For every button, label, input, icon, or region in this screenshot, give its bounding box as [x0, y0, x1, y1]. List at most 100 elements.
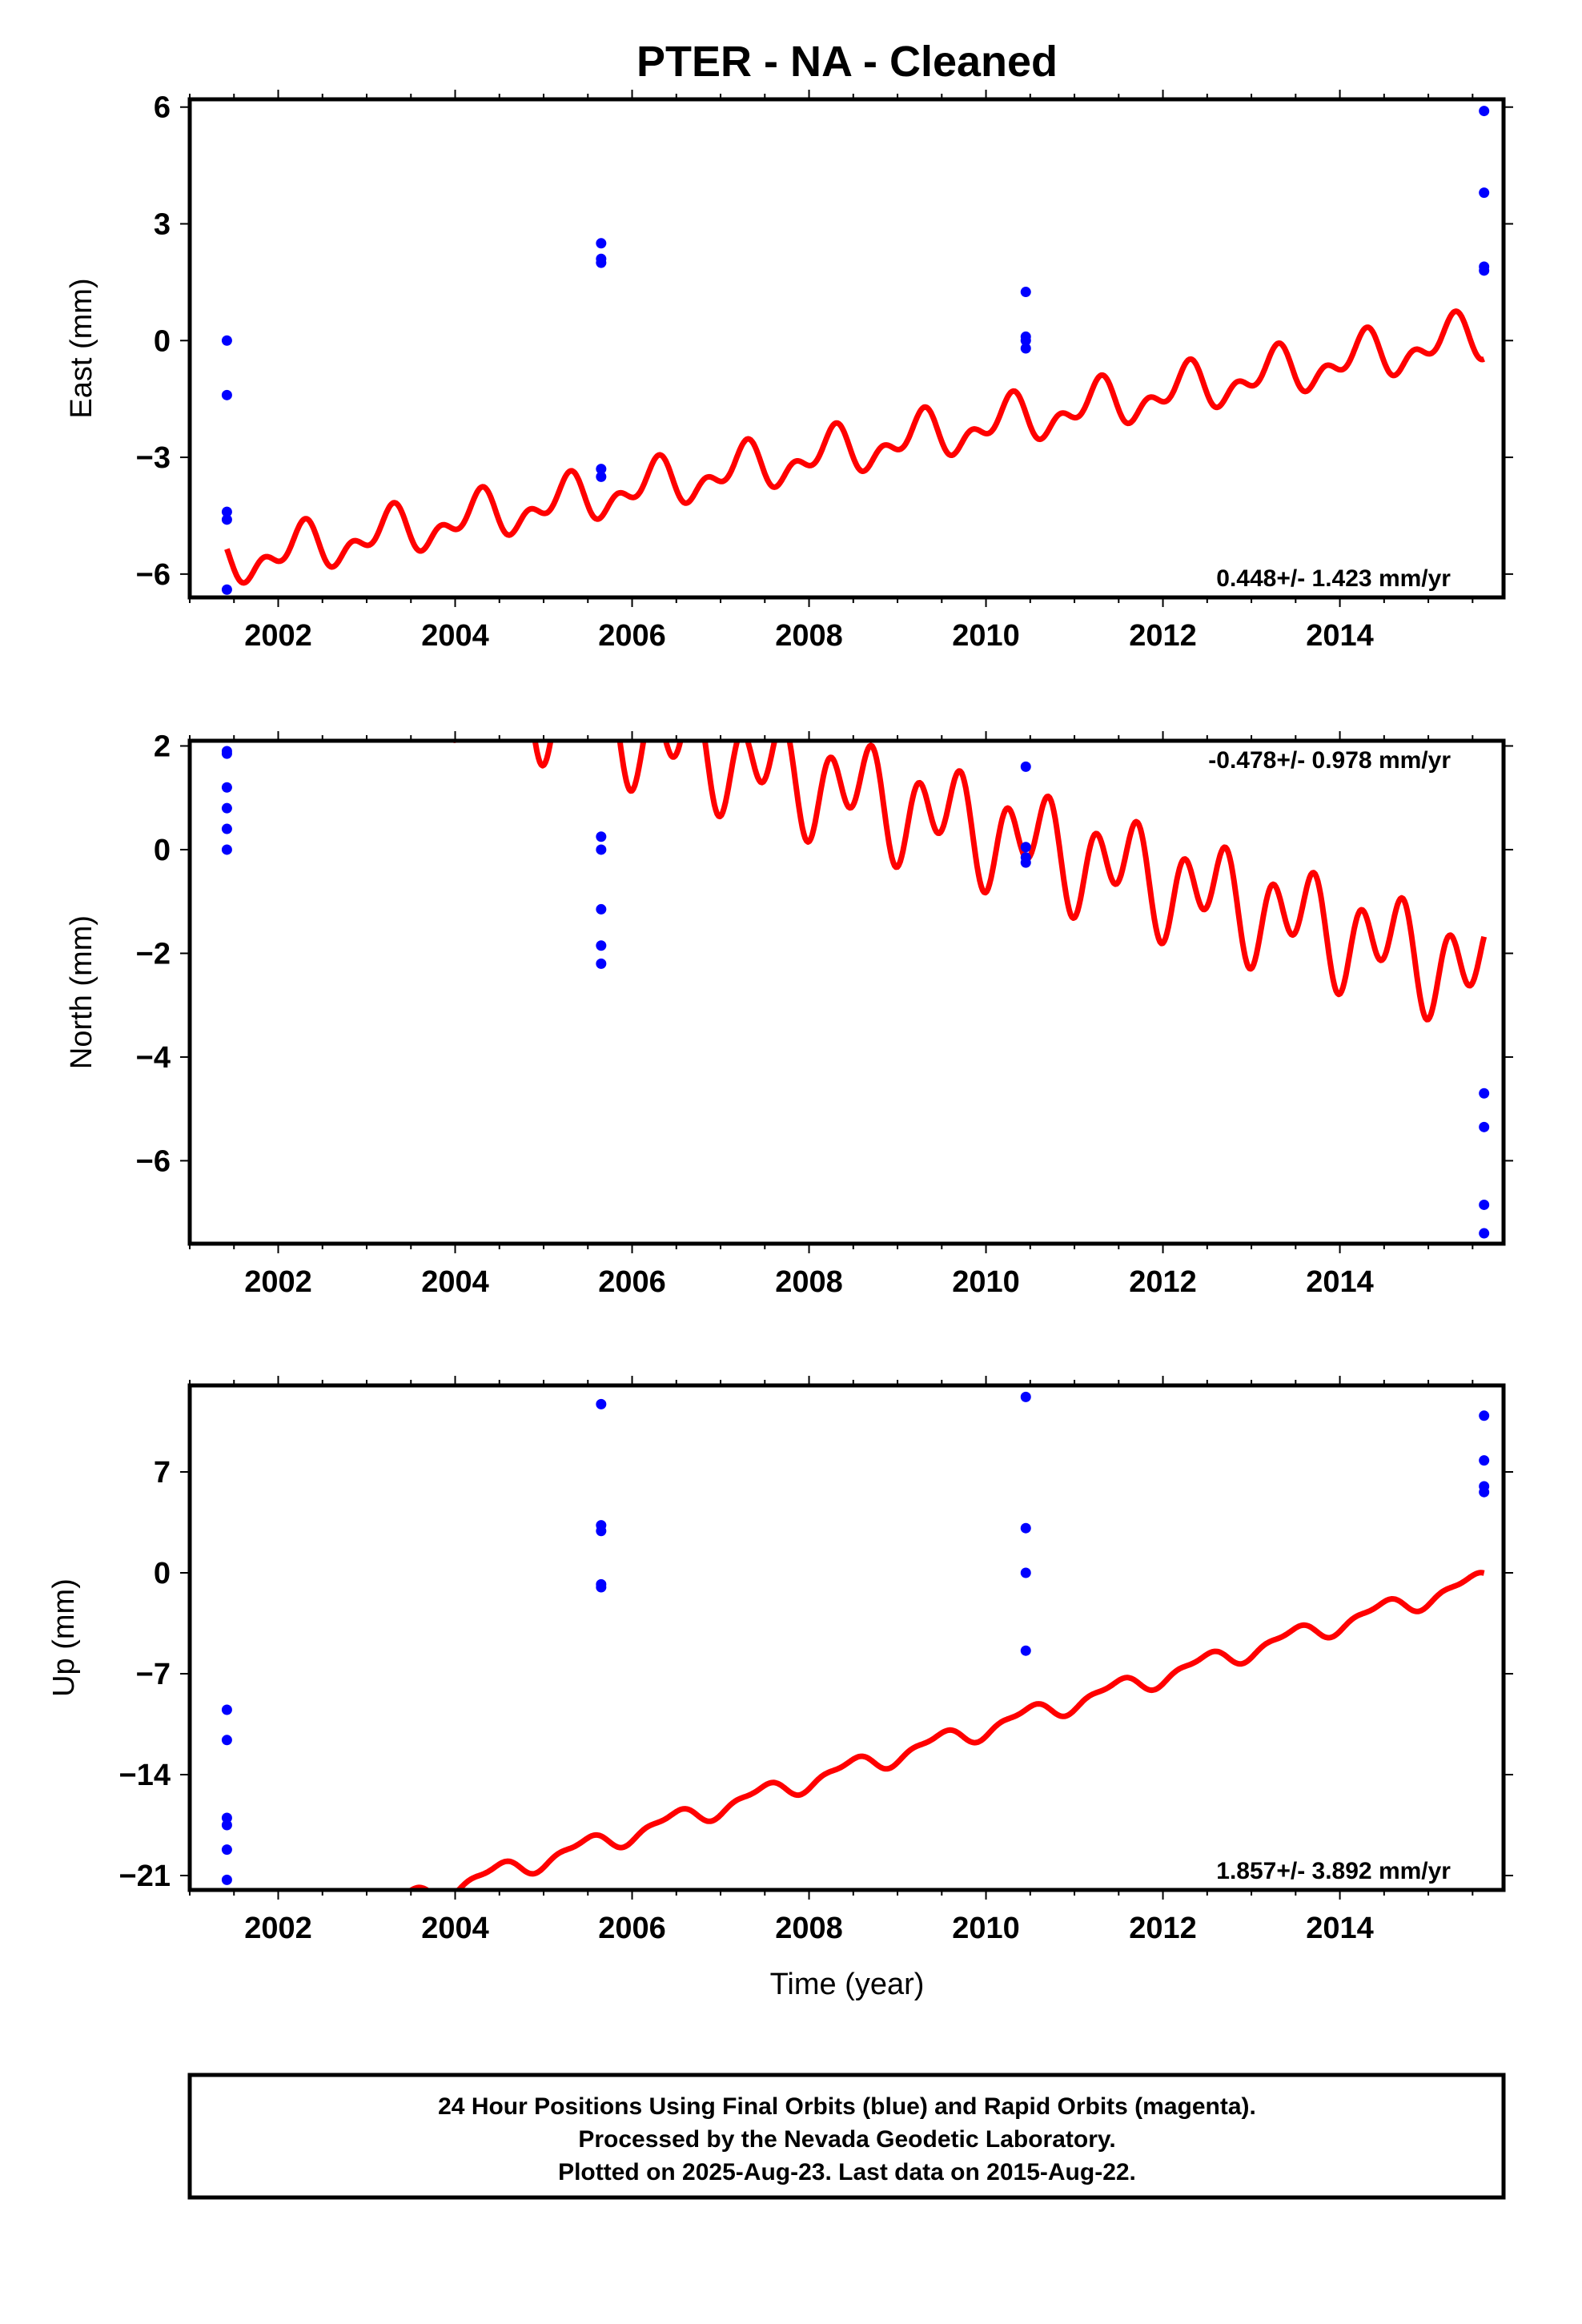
up-data-point	[221, 1704, 232, 1715]
up-rate-annotation: 1.857+/- 3.892 mm/yr	[1216, 1858, 1451, 1884]
north-rate-annotation: -0.478+/- 0.978 mm/yr	[1208, 747, 1451, 774]
north-data-point	[1020, 761, 1031, 772]
north-data-point	[1020, 857, 1031, 868]
east-x-tick-label: 2006	[598, 619, 666, 653]
up-data-point	[1020, 1645, 1031, 1656]
up-y-tick-label: −21	[119, 1860, 171, 1893]
east-data-point	[596, 238, 607, 249]
up-y-tick-label: 0	[154, 1557, 171, 1590]
footer-line-1: 24 Hour Positions Using Final Orbits (bl…	[438, 2093, 1256, 2120]
east-data-point	[596, 257, 607, 268]
up-data-point	[221, 1735, 232, 1746]
north-panel: 2002 2004 2006 2008 2010 2012 2014 −6 −4 −2 0 2 Nort…	[65, 730, 1513, 1299]
east-x-tick-label: 2014	[1306, 619, 1374, 653]
north-x-tick-label: 2004	[421, 1265, 489, 1299]
east-y-axis-label: East (mm)	[65, 278, 98, 418]
east-data-point	[221, 584, 232, 595]
north-data-point	[221, 782, 232, 793]
up-data-point	[1479, 1486, 1490, 1498]
east-x-tick-label: 2010	[952, 619, 1020, 653]
up-data-layer	[221, 1391, 1490, 1890]
north-data-point	[221, 802, 232, 814]
east-data-point	[221, 335, 232, 346]
north-x-tick-label: 2010	[952, 1265, 1020, 1299]
north-data-point	[221, 748, 232, 759]
north-data-point	[221, 844, 232, 855]
up-x-tick-label: 2008	[775, 1912, 843, 1945]
north-data-point	[1020, 842, 1031, 853]
east-x-tick-label: 2004	[421, 619, 489, 653]
up-data-point	[1479, 1410, 1490, 1421]
east-y-tick-label: −6	[136, 558, 171, 592]
up-y-tick-label: −14	[119, 1759, 171, 1792]
east-rate-annotation: 0.448+/- 1.423 mm/yr	[1216, 565, 1451, 592]
north-y-tick-label: 2	[154, 730, 171, 763]
north-x-tick-label: 2014	[1306, 1265, 1374, 1299]
up-data-point	[596, 1526, 607, 1537]
north-data-point	[596, 958, 607, 969]
east-data-point	[1020, 343, 1031, 354]
up-y-tick-label: 7	[154, 1456, 171, 1490]
east-y-tick-label: 0	[154, 324, 171, 358]
north-x-tick-label: 2006	[598, 1265, 666, 1299]
east-data-point	[1479, 187, 1490, 199]
up-y-tick-label: −7	[136, 1658, 171, 1691]
up-data-point	[221, 1874, 232, 1885]
north-y-tick-label: −4	[136, 1041, 171, 1075]
east-panel: 2002 2004 2006 2008 2010 2012 2014 −6 −3 0 3 6 East …	[65, 90, 1513, 653]
north-plot-frame	[187, 738, 1506, 1246]
north-data-point	[221, 823, 232, 834]
east-data-point	[221, 514, 232, 525]
north-x-tick-label: 2012	[1129, 1265, 1197, 1299]
east-y-tick-label: −3	[136, 441, 171, 475]
up-data-point	[1020, 1567, 1031, 1578]
east-x-tick-label: 2012	[1129, 619, 1197, 653]
north-data-point	[596, 844, 607, 855]
east-data-point	[221, 506, 232, 517]
east-data-point	[1479, 106, 1490, 117]
east-data-point	[1020, 287, 1031, 298]
east-data-point	[1479, 265, 1490, 276]
up-x-tick-label: 2012	[1129, 1912, 1197, 1945]
up-model-curve	[406, 1570, 1486, 1890]
north-data-point	[596, 940, 607, 951]
up-data-point	[221, 1812, 232, 1823]
east-x-tick-label: 2002	[244, 619, 312, 653]
north-y-tick-label: 0	[154, 834, 171, 867]
east-y-tick-label: 3	[154, 208, 171, 242]
east-data-point	[596, 464, 607, 475]
north-data-point	[596, 831, 607, 842]
up-plot-frame	[187, 1383, 1506, 1892]
x-axis-label: Time (year)	[770, 1968, 925, 2001]
east-model-curve	[224, 308, 1486, 586]
east-plot-frame	[187, 97, 1506, 600]
up-data-point	[1020, 1522, 1031, 1534]
north-data-point	[1479, 1088, 1490, 1099]
north-model-curve	[450, 741, 1488, 1023]
north-x-tick-label: 2002	[244, 1265, 312, 1299]
up-x-tick-label: 2004	[421, 1912, 489, 1945]
north-y-tick-label: −2	[136, 937, 171, 971]
footer-line-2: Processed by the Nevada Geodetic Laborat…	[578, 2126, 1115, 2153]
north-data-point	[1479, 1228, 1490, 1239]
north-data-point	[596, 903, 607, 915]
north-y-axis-label: North (mm)	[65, 915, 98, 1069]
east-data-point	[596, 471, 607, 482]
footer-line-3: Plotted on 2025-Aug-23. Last data on 201…	[558, 2159, 1136, 2185]
east-data-layer	[221, 106, 1490, 595]
north-data-layer	[221, 741, 1490, 1239]
up-x-tick-label: 2014	[1306, 1912, 1374, 1945]
footer-box	[187, 2073, 1506, 2200]
up-data-point	[1020, 1391, 1031, 1402]
up-x-tick-label: 2010	[952, 1912, 1020, 1945]
up-data-point	[596, 1582, 607, 1593]
up-data-point	[596, 1398, 607, 1409]
east-y-tick-label: 6	[154, 91, 171, 125]
north-x-tick-label: 2008	[775, 1265, 843, 1299]
east-data-point	[1020, 335, 1031, 346]
up-x-tick-label: 2006	[598, 1912, 666, 1945]
up-panel: 2002 2004 2006 2008 2010 2012 2014 −21 −14 −7 0 7 Up…	[47, 1376, 1513, 1945]
east-data-point	[221, 389, 232, 400]
up-data-point	[221, 1844, 232, 1856]
